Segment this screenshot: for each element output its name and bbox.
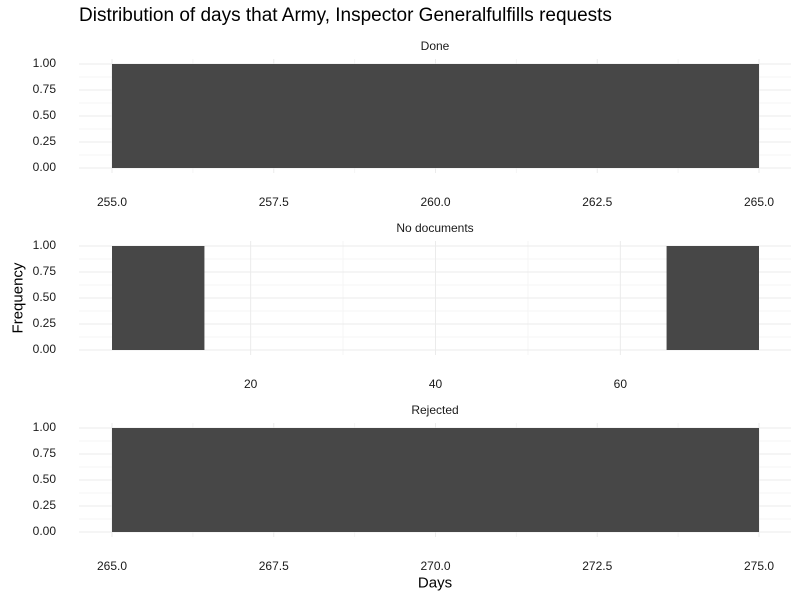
histogram-bar (112, 428, 759, 532)
histogram-bar (112, 246, 205, 350)
y-tick-label: 0.75 (33, 264, 57, 278)
x-axis-label: Days (417, 574, 453, 592)
facet-strip-label: No documents (396, 221, 473, 235)
histogram-bar (666, 246, 759, 350)
facet-strip-label: Rejected (411, 403, 458, 417)
x-tick-label: 265.0 (744, 195, 774, 209)
y-tick-label: 0.25 (33, 316, 57, 330)
y-tick-label: 0.75 (33, 82, 57, 96)
y-tick-label: 0.75 (33, 446, 57, 460)
chart-title: Distribution of days that Army, Inspecto… (79, 5, 612, 26)
x-tick-label: 257.5 (259, 195, 289, 209)
x-tick-label: 60 (614, 377, 628, 391)
x-tick-label: 267.5 (259, 559, 289, 573)
x-tick-label: 270.0 (420, 559, 450, 573)
histogram-bar (112, 64, 759, 168)
x-tick-label: 20 (244, 377, 258, 391)
x-tick-label: 40 (429, 377, 443, 391)
x-tick-label: 260.0 (420, 195, 450, 209)
y-tick-label: 1.00 (33, 238, 57, 252)
y-tick-label: 0.50 (33, 108, 57, 122)
y-tick-label: 0.00 (33, 524, 57, 538)
x-tick-label: 272.5 (582, 559, 612, 573)
y-tick-label: 1.00 (33, 420, 57, 434)
y-tick-label: 0.50 (33, 472, 57, 486)
y-tick-label: 0.00 (33, 160, 57, 174)
y-tick-label: 1.00 (33, 56, 57, 70)
x-tick-label: 255.0 (97, 195, 127, 209)
x-tick-label: 262.5 (582, 195, 612, 209)
y-tick-label: 0.50 (33, 290, 57, 304)
x-tick-label: 265.0 (97, 559, 127, 573)
y-tick-label: 0.00 (33, 342, 57, 356)
y-tick-label: 0.25 (33, 134, 57, 148)
x-tick-label: 275.0 (744, 559, 774, 573)
y-tick-label: 0.25 (33, 498, 57, 512)
facet-strip-label: Done (421, 39, 450, 53)
